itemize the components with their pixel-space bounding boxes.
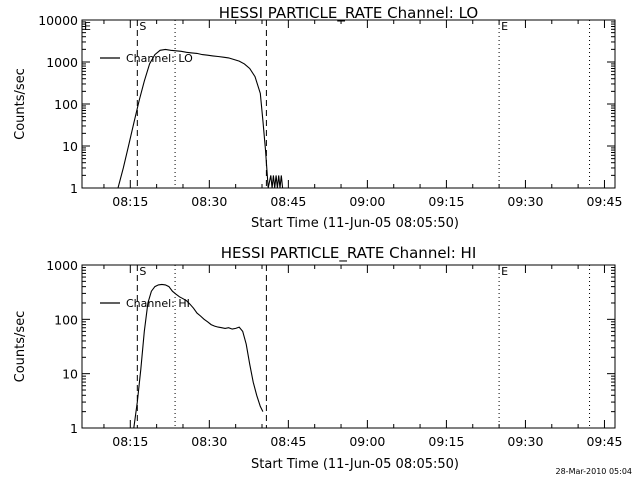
x-tick-label: 09:15 [428, 434, 464, 449]
x-tick-label: 09:00 [349, 434, 385, 449]
y-tick-label: 100 [54, 312, 78, 327]
legend-label: Channel: LO [126, 52, 193, 65]
x-tick-label: 08:30 [191, 434, 227, 449]
chart-panel-hi: HESSI PARTICLE_RATE Channel: HI 08:15 08:3… [13, 244, 622, 472]
chart-title: HESSI PARTICLE_RATE Channel: LO [219, 4, 478, 23]
x-tick-label: 09:15 [428, 194, 464, 209]
x-axis-label: Start Time (11-Jun-05 08:05:50) [251, 216, 459, 231]
x-tick-label: 08:45 [270, 194, 306, 209]
x-axis-label: Start Time (11-Jun-05 08:05:50) [251, 457, 459, 472]
x-tick-label: 09:30 [507, 194, 543, 209]
legend-label: Channel: HI [126, 297, 190, 310]
y-tick-label: 10 [62, 367, 78, 382]
event-marker-label: S [139, 265, 146, 278]
y-tick-label: 1000 [46, 55, 78, 70]
x-tick-label: 09:45 [586, 194, 622, 209]
y-tick-label: 100 [54, 97, 78, 112]
y-tick-label: 1 [70, 181, 78, 196]
y-tick-label: 10000 [38, 13, 78, 28]
chart-title: HESSI PARTICLE_RATE Channel: HI [221, 244, 477, 263]
event-marker-label: E [84, 20, 91, 33]
x-tick-label: 08:15 [112, 434, 148, 449]
y-axis-label: Counts/sec [13, 68, 28, 140]
series-line [133, 283, 264, 429]
chart-panel-lo: HESSI PARTICLE_RATE Channel: LO 08:15 08:3… [13, 4, 622, 231]
event-marker-label: E [501, 20, 508, 33]
footer-timestamp: 28-Mar-2010 05:04 [556, 467, 633, 476]
x-tick-label: 09:30 [507, 434, 543, 449]
x-tick-label: 09:00 [349, 194, 385, 209]
plot-frame [81, 19, 616, 189]
event-marker-label: S [139, 20, 146, 33]
plot-frame [81, 264, 616, 429]
y-axis-label: Counts/sec [13, 311, 28, 383]
y-tick-label: 1000 [46, 258, 78, 273]
x-tick-label: 09:45 [586, 434, 622, 449]
x-tick-label: 08:15 [112, 194, 148, 209]
y-tick-label: 1 [70, 421, 78, 436]
series-line [117, 48, 284, 189]
event-marker-label: E [501, 265, 508, 278]
x-tick-label: 08:30 [191, 194, 227, 209]
x-tick-label: 08:45 [270, 434, 306, 449]
y-tick-label: 10 [62, 139, 78, 154]
